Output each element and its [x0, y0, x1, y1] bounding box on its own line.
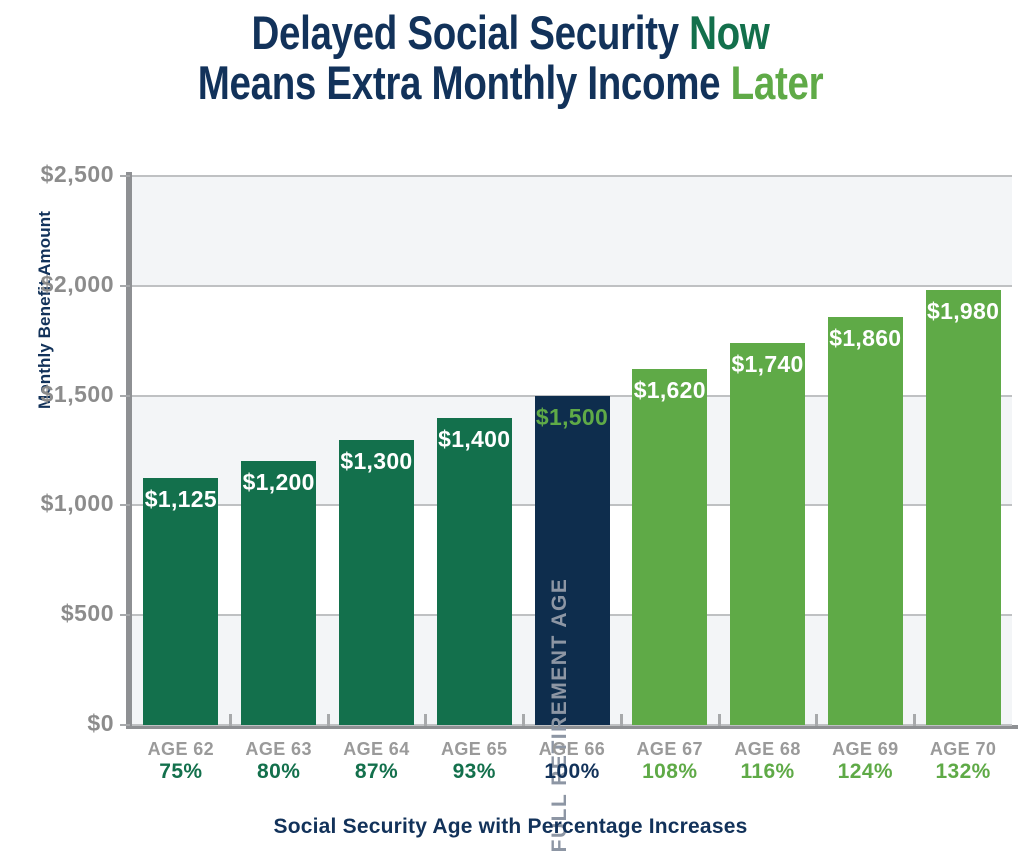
x-category-label[interactable]: AGE 70 132% — [914, 738, 1012, 784]
x-category-percent: 116% — [740, 760, 795, 783]
y-tick-mark — [120, 724, 130, 726]
x-category-percent: 93% — [452, 760, 496, 783]
x-category-label[interactable]: AGE 63 80% — [230, 738, 328, 784]
bar[interactable]: $1,980 — [925, 290, 1001, 725]
chart-title-line-1: Delayed Social Security Now — [92, 8, 929, 58]
bar-value-label: $1,620 — [633, 377, 706, 404]
full-retirement-age-label: FULL RETIREMENT AGE — [548, 577, 571, 852]
x-category-percent: 108% — [642, 760, 698, 783]
x-axis-line — [126, 725, 1018, 729]
bar-value-label: $1,860 — [829, 324, 902, 351]
x-category-age: AGE 68 — [734, 739, 801, 759]
x-category-label[interactable]: AGE 62 75% — [132, 738, 230, 784]
bar-value-label: $1,200 — [242, 469, 315, 496]
bar[interactable]: $1,740 — [730, 342, 806, 725]
x-category-label[interactable]: AGE 66 100% — [523, 738, 621, 784]
chart-title-line-2: Means Extra Monthly Income Later — [92, 58, 929, 108]
x-tick-mark — [717, 714, 721, 726]
chart-title: Delayed Social Security Now Means Extra … — [92, 8, 929, 108]
gridline — [132, 284, 1012, 287]
bar[interactable]: $1,400 — [436, 417, 512, 725]
x-tick-mark — [228, 714, 232, 726]
x-tick-mark — [619, 714, 623, 726]
x-category-age: AGE 66 — [538, 739, 606, 759]
bar[interactable]: $1,500 FULL RETIREMENT AGE — [534, 395, 610, 852]
x-category-age: AGE 64 — [343, 739, 410, 759]
bar-value-label: $1,400 — [438, 425, 511, 452]
x-axis-title: Social Security Age with Percentage Incr… — [273, 815, 748, 838]
x-tick-mark — [913, 714, 917, 726]
y-tick-mark — [120, 175, 130, 177]
y-axis-title: Monthly Benefit Amount — [35, 211, 54, 409]
chart-title-line-2-emphasis: Later — [730, 56, 824, 109]
x-category-age: AGE 65 — [440, 739, 508, 759]
bar-value-label: $1,740 — [731, 350, 804, 377]
x-category-age: AGE 67 — [636, 739, 703, 759]
plot-band — [132, 176, 1012, 286]
chart-title-line-2-part-1: Means Extra Monthly Income — [197, 56, 731, 109]
bar-value-label: $1,300 — [340, 447, 413, 474]
chart-title-line-1-part-1: Delayed Social Security — [251, 6, 690, 59]
x-category-percent: 100% — [544, 760, 600, 783]
x-category-age: AGE 62 — [147, 739, 215, 759]
bar[interactable]: $1,200 — [241, 461, 317, 725]
x-category-percent: 124% — [837, 760, 893, 783]
y-tick-label: $2,500 — [40, 161, 114, 187]
bar[interactable]: $1,620 — [632, 369, 708, 725]
bar-value-label: $1,500 — [535, 403, 609, 430]
x-tick-mark — [326, 714, 330, 726]
bar-value-label: $1,125 — [144, 485, 217, 512]
y-tick-label: $1,500 — [40, 380, 114, 407]
y-tick-mark — [120, 614, 130, 617]
x-category-age: AGE 63 — [245, 739, 312, 759]
y-tick-label: $0 — [87, 710, 114, 736]
y-tick-label: $2,000 — [40, 270, 114, 297]
y-tick-mark — [120, 504, 130, 507]
x-category-percent: 87% — [354, 760, 399, 783]
x-category-age: AGE 70 — [929, 739, 997, 759]
bar[interactable]: $1,300 — [338, 439, 414, 725]
bar[interactable]: $1,125 — [143, 477, 219, 725]
x-category-label[interactable]: AGE 67 108% — [621, 738, 719, 784]
bar[interactable]: $1,860 — [827, 316, 903, 725]
x-category-label[interactable]: AGE 69 124% — [816, 738, 914, 784]
x-category-percent: 80% — [257, 760, 301, 783]
y-tick-label: $1,000 — [40, 490, 114, 517]
chart-title-line-1-emphasis: Now — [689, 6, 770, 59]
y-tick-label: $500 — [60, 600, 114, 627]
bar-value-label: $1,980 — [927, 298, 1000, 325]
x-category-label[interactable]: AGE 65 93% — [425, 738, 523, 784]
x-tick-mark — [424, 714, 428, 726]
gridline — [132, 724, 1012, 726]
y-tick-mark — [120, 284, 130, 287]
plot-area: $1,125 $1,200 $1,300 $1,400 $1,500 FULL RETIR… — [132, 175, 1012, 852]
y-axis-line — [126, 172, 132, 729]
x-category-label[interactable]: AGE 68 116% — [719, 738, 817, 784]
y-tick-mark — [120, 394, 130, 397]
x-category-label[interactable]: AGE 64 87% — [328, 738, 426, 784]
gridline — [132, 175, 1012, 177]
x-category-percent: 75% — [159, 760, 203, 783]
x-category-age: AGE 69 — [832, 739, 899, 759]
x-tick-mark — [815, 714, 819, 726]
x-tick-mark — [522, 714, 526, 726]
x-category-percent: 132% — [935, 760, 991, 783]
